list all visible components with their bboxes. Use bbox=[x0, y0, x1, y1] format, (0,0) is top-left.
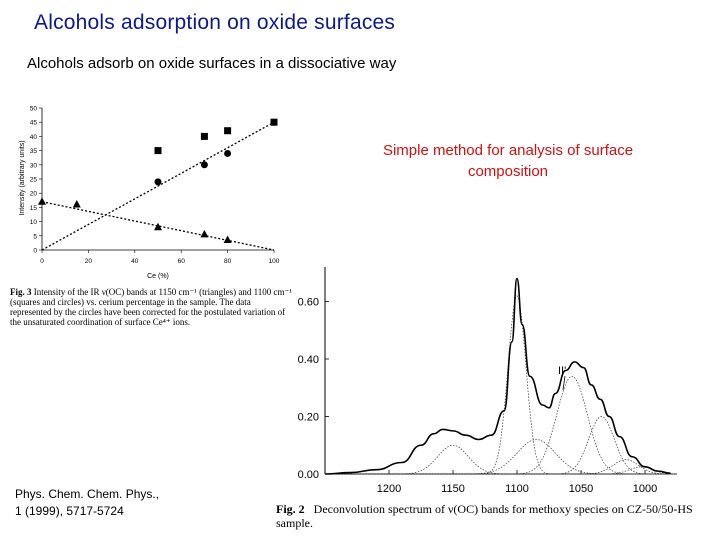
fig3-triangle-point bbox=[154, 222, 162, 231]
fig3-x-tick-label: 0 bbox=[40, 258, 44, 265]
fig2-x-tick-label: 1200 bbox=[377, 483, 401, 495]
fig2-y-tick-label: 0.60 bbox=[298, 297, 319, 309]
fig3-square-point bbox=[200, 132, 208, 140]
fig3-y-tick-label: 40 bbox=[30, 134, 38, 141]
fig3-triangle-point bbox=[38, 197, 46, 205]
fig3-square-point bbox=[224, 127, 232, 135]
fig3-x-tick-label: 80 bbox=[224, 258, 232, 265]
fig3-y-tick-label: 0 bbox=[33, 248, 37, 255]
fig3-circle-point bbox=[270, 118, 278, 126]
callout-text: Simple method for analysis of surface co… bbox=[338, 140, 678, 182]
fig2-x-tick-label: 1100 bbox=[505, 483, 529, 495]
fig3-caption: Fig. 3 Intensity of the IR ν(OC) bands a… bbox=[10, 287, 292, 327]
fig3-square-point bbox=[154, 147, 162, 155]
fig3-x-tick-label: 60 bbox=[178, 258, 186, 265]
reference-line-2: 1 (1999), 5717-5724 bbox=[15, 504, 124, 518]
fig2-y-tick-label: 0.20 bbox=[298, 412, 319, 424]
fig3-scatter-chart: 0 20 40 60 80 100 0 5 10 15 20 25 30 35 40 45 50 Intensi… bbox=[19, 106, 280, 281]
fig3-y-tick-label: 45 bbox=[30, 120, 38, 127]
fig3-x-tick-label: 20 bbox=[85, 258, 93, 265]
fig3-y-tick-label: 10 bbox=[30, 219, 38, 226]
fig2-y-tick-label: 0.40 bbox=[298, 354, 319, 366]
fig3-caption-label: Fig. 3 bbox=[10, 287, 32, 297]
fig3-triangle-point bbox=[72, 200, 81, 208]
fig3-trend-line bbox=[41, 201, 275, 251]
fig2-x-tick-label: 1150 bbox=[441, 483, 465, 495]
fig3-trend-line bbox=[41, 121, 275, 251]
fig3-circle-point bbox=[154, 178, 162, 186]
fig2-envelope-curve bbox=[324, 277, 671, 475]
fig3-y-tick-label: 25 bbox=[30, 177, 38, 184]
reference-line-1: Phys. Chem. Chem. Phys., bbox=[15, 487, 160, 501]
reference: Phys. Chem. Chem. Phys., 1 (1999), 5717-… bbox=[15, 486, 159, 520]
fig3-y-tick-label: 20 bbox=[30, 191, 38, 198]
fig2-x-tick-label: 1050 bbox=[569, 483, 593, 495]
fig3-caption-text: Intensity of the IR ν(OC) bands at 1150 … bbox=[10, 287, 292, 327]
callout-line-2: composition bbox=[467, 163, 549, 180]
fig3-circle-point bbox=[200, 161, 208, 169]
fig2-component-peak bbox=[325, 444, 677, 475]
fig3-y-axis-label: Intensity (arbitrary units) bbox=[19, 140, 26, 215]
fig3-y-tick-label: 50 bbox=[30, 106, 38, 113]
fig2-annotation-pointer bbox=[562, 375, 566, 391]
fig3-triangle-point bbox=[223, 235, 232, 244]
fig3-x-tick-label: 40 bbox=[131, 258, 139, 265]
fig2-x-tick-label: 1000 bbox=[633, 483, 657, 495]
callout-line-1: Simple method for analysis of surface bbox=[382, 142, 634, 159]
fig3-triangle-point bbox=[200, 229, 209, 238]
fig3-y-tick-label: 15 bbox=[30, 205, 38, 212]
fig3-x-tick-label: 100 bbox=[269, 258, 280, 265]
fig2-spectrum-chart: 0.00 0.20 0.40 0.60 1200 1150 1100 1050 1000 II' bbox=[298, 267, 677, 495]
fig2-component-peak bbox=[325, 375, 677, 475]
fig3-x-axis-label: Ce (%) bbox=[147, 273, 169, 280]
slide-title: Alcohols adsorption on oxide surfaces bbox=[34, 11, 396, 34]
fig2-caption: Fig. 2 Deconvolution spectrum of ν(OC) b… bbox=[276, 502, 696, 530]
fig2-caption-label: Fig. 2 bbox=[276, 502, 305, 516]
fig2-component-peak bbox=[325, 459, 677, 475]
fig2-y-tick-label: 0.00 bbox=[298, 469, 319, 481]
fig2-annotation: II' bbox=[558, 365, 566, 377]
fig2-component-peak bbox=[325, 416, 677, 475]
fig3-y-tick-label: 35 bbox=[30, 148, 38, 155]
fig3-y-tick-label: 5 bbox=[33, 233, 37, 240]
fig2-component-peak bbox=[325, 295, 677, 475]
fig2-component-peak bbox=[325, 439, 677, 475]
fig3-circle-point bbox=[224, 149, 232, 157]
fig2-caption-text: Deconvolution spectrum of ν(OC) bands fo… bbox=[276, 502, 693, 530]
slide-subtitle: Alcohols adsorb on oxide surfaces in a d… bbox=[27, 55, 397, 72]
fig3-y-tick-label: 30 bbox=[30, 162, 38, 169]
